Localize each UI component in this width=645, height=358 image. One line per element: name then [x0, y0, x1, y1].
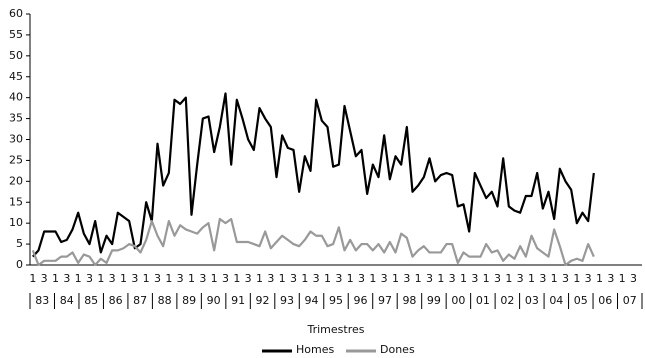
- x-tick-label: 3: [403, 272, 410, 285]
- year-label: 97: [378, 294, 392, 307]
- x-tick-label: 1: [75, 272, 82, 285]
- x-tick-label: 1: [188, 272, 195, 285]
- x-tick-label: 1: [256, 272, 263, 285]
- x-tick-label: 1: [596, 272, 603, 285]
- x-tick-label: 3: [471, 272, 478, 285]
- x-tick-label: 3: [290, 272, 297, 285]
- x-tick-label: 3: [585, 272, 592, 285]
- x-tick-label: 1: [301, 272, 308, 285]
- x-tick-label: 3: [86, 272, 93, 285]
- y-tick-label: 20: [9, 174, 23, 187]
- year-label: 05: [574, 294, 588, 307]
- x-tick-label: 1: [324, 272, 331, 285]
- year-label: 84: [60, 294, 74, 307]
- x-tick-label: 1: [52, 272, 59, 285]
- x-tick-label: 1: [483, 272, 490, 285]
- x-tick-label: 3: [63, 272, 70, 285]
- year-label: 92: [256, 294, 270, 307]
- year-label: 89: [182, 294, 196, 307]
- x-tick-label: 3: [381, 272, 388, 285]
- x-tick-label: 3: [313, 272, 320, 285]
- year-label: 94: [305, 294, 319, 307]
- x-tick-label: 1: [120, 272, 127, 285]
- x-tick-label: 3: [562, 272, 569, 285]
- y-tick-label: 0: [16, 258, 23, 271]
- x-tick-label: 3: [109, 272, 116, 285]
- x-tick-label: 1: [437, 272, 444, 285]
- y-tick-label: 55: [9, 28, 23, 41]
- legend-label: Homes: [296, 343, 334, 356]
- x-tick-label: 1: [619, 272, 626, 285]
- x-tick-label: 3: [494, 272, 501, 285]
- x-tick-label: 3: [131, 272, 138, 285]
- y-tick-label: 45: [9, 70, 23, 83]
- x-tick-label: 1: [392, 272, 399, 285]
- x-tick-label: 3: [41, 272, 48, 285]
- x-tick-label: 1: [369, 272, 376, 285]
- x-tick-label: 3: [177, 272, 184, 285]
- x-tick-label: 1: [211, 272, 218, 285]
- x-tick-label: 1: [143, 272, 150, 285]
- year-label: 99: [427, 294, 441, 307]
- x-tick-label: 3: [245, 272, 252, 285]
- year-label: 91: [231, 294, 245, 307]
- y-tick-label: 15: [9, 195, 23, 208]
- x-tick-label: 3: [154, 272, 161, 285]
- x-tick-label: 1: [97, 272, 104, 285]
- x-tick-label: 1: [347, 272, 354, 285]
- year-label: 03: [525, 294, 539, 307]
- y-tick-label: 5: [16, 237, 23, 250]
- year-label: 93: [280, 294, 294, 307]
- x-tick-label: 1: [551, 272, 558, 285]
- y-tick-label: 40: [9, 91, 23, 104]
- x-tick-label: 3: [539, 272, 546, 285]
- x-tick-label: 1: [279, 272, 286, 285]
- y-tick-label: 10: [9, 216, 23, 229]
- x-tick-label: 3: [426, 272, 433, 285]
- x-tick-label: 3: [335, 272, 342, 285]
- year-label: 88: [158, 294, 172, 307]
- x-tick-label: 3: [222, 272, 229, 285]
- x-tick-label: 3: [449, 272, 456, 285]
- y-tick-label: 60: [9, 7, 23, 20]
- x-tick-label: 1: [505, 272, 512, 285]
- year-label: 83: [35, 294, 49, 307]
- year-label: 90: [207, 294, 221, 307]
- year-label: 95: [329, 294, 343, 307]
- year-label: 96: [353, 294, 367, 307]
- year-label: 07: [623, 294, 637, 307]
- x-axis-label: Trimestres: [307, 323, 365, 336]
- x-tick-label: 1: [528, 272, 535, 285]
- year-label: 01: [476, 294, 490, 307]
- y-tick-label: 25: [9, 153, 23, 166]
- x-tick-label: 3: [630, 272, 637, 285]
- year-label: 87: [133, 294, 147, 307]
- y-tick-label: 35: [9, 112, 23, 125]
- x-tick-label: 3: [199, 272, 206, 285]
- year-label: 86: [109, 294, 123, 307]
- series-line: [32, 92, 595, 258]
- x-tick-label: 1: [573, 272, 580, 285]
- year-label: 02: [500, 294, 514, 307]
- x-tick-label: 1: [460, 272, 467, 285]
- year-label: 85: [84, 294, 98, 307]
- series-line: [31, 217, 595, 267]
- x-tick-label: 1: [29, 272, 36, 285]
- year-label: 98: [402, 294, 416, 307]
- x-tick-label: 1: [415, 272, 422, 285]
- x-tick-label: 3: [358, 272, 365, 285]
- year-label: 04: [549, 294, 563, 307]
- y-tick-label: 50: [9, 49, 23, 62]
- legend-label: Dones: [380, 343, 415, 356]
- x-tick-label: 1: [233, 272, 240, 285]
- x-tick-label: 1: [165, 272, 172, 285]
- year-label: 06: [598, 294, 612, 307]
- x-tick-label: 3: [267, 272, 274, 285]
- year-label: 00: [451, 294, 465, 307]
- x-tick-label: 3: [607, 272, 614, 285]
- y-tick-label: 30: [9, 133, 23, 146]
- x-tick-label: 3: [517, 272, 524, 285]
